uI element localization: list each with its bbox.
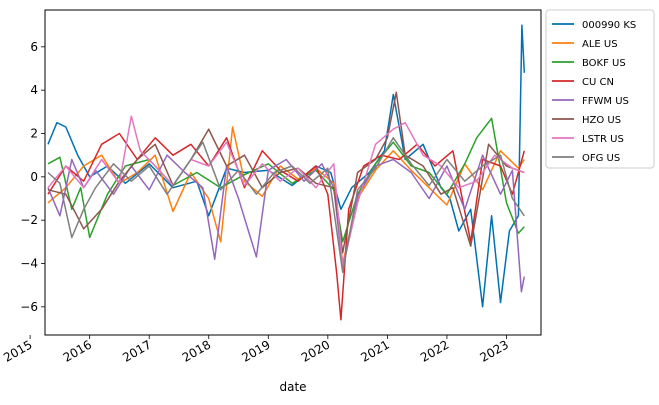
legend-label-0: 000990 KS xyxy=(582,20,636,31)
y-tick-label-1: −4 xyxy=(20,257,38,271)
legend-label-5: HZO US xyxy=(582,115,621,126)
y-tick-label-3: 0 xyxy=(30,170,38,184)
series-line-7 xyxy=(47,137,525,273)
x-tick-label-7: 2022 xyxy=(418,337,451,364)
legend-label-1: ALE US xyxy=(582,39,618,50)
series-line-4 xyxy=(47,154,526,293)
y-tick-label-4: 2 xyxy=(30,127,38,141)
plot-frame xyxy=(44,9,542,336)
x-axis: 2015 2016 2017 2018 2019 2020 2021 2022 2023 xyxy=(1,335,511,365)
y-axis: −6 −4 −2 0 2 4 6 xyxy=(20,40,45,314)
legend-label-3: CU CN xyxy=(582,77,614,88)
x-tick-label-1: 2016 xyxy=(61,337,94,364)
x-tick-label-2: 2017 xyxy=(120,337,153,364)
y-tick-label-2: −2 xyxy=(20,213,38,227)
legend-label-7: OFG US xyxy=(582,153,620,164)
y-tick-label-0: −6 xyxy=(20,300,38,314)
legend-label-2: BOKF US xyxy=(582,58,626,69)
x-tick-label-0: 2015 xyxy=(1,337,34,364)
y-tick-label-6: 6 xyxy=(30,40,38,54)
x-tick-label-6: 2021 xyxy=(358,337,391,364)
series-line-1 xyxy=(47,126,525,265)
legend-box xyxy=(545,9,655,169)
y-tick-label-5: 4 xyxy=(30,83,38,97)
x-axis-title: date xyxy=(279,380,306,394)
series-line-6 xyxy=(47,115,525,269)
x-tick-label-3: 2018 xyxy=(180,337,213,364)
legend-label-6: LSTR US xyxy=(582,134,624,145)
legend-label-4: FFWM US xyxy=(582,96,629,107)
x-tick-label-8: 2023 xyxy=(478,337,511,364)
x-tick-label-4: 2019 xyxy=(239,337,272,364)
legend: 000990 KS ALE US BOKF US CU CN FFWM US HZO US… xyxy=(545,9,655,169)
series-layer xyxy=(47,24,526,321)
series-line-5 xyxy=(47,91,525,254)
series-line-0 xyxy=(47,24,526,308)
x-tick-label-5: 2020 xyxy=(299,337,332,364)
